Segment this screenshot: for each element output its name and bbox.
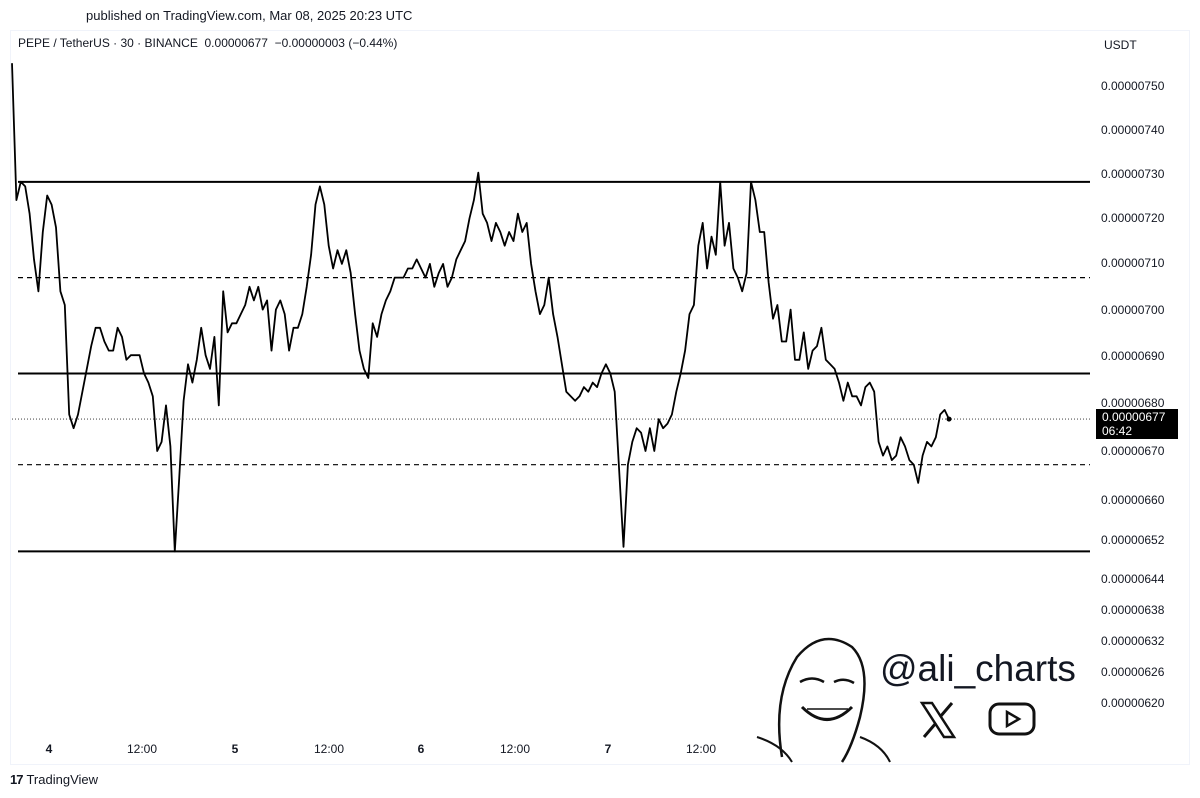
youtube-icon: [988, 702, 1036, 736]
published-caption: published on TradingView.com, Mar 08, 20…: [86, 8, 413, 23]
y-tick-label: 0.00000750: [1101, 79, 1165, 93]
y-tick-label: 0.00000626: [1101, 665, 1165, 679]
x-tick-label: 4: [45, 742, 53, 756]
y-tick-label: 0.00000632: [1101, 634, 1165, 648]
x-tick-label: 12:00: [685, 742, 717, 756]
y-tick-label: 0.00000680: [1101, 396, 1165, 410]
y-tick-label: 0.00000644: [1101, 572, 1165, 586]
y-tick-label: 0.00000620: [1101, 696, 1165, 710]
x-tick-label: 12:00: [499, 742, 531, 756]
y-tick-label: 0.00000700: [1101, 303, 1165, 317]
x-tick-label: 12:00: [313, 742, 345, 756]
tradingview-brand[interactable]: 17 TradingView: [10, 772, 98, 787]
author-handle: @ali_charts: [880, 648, 1076, 689]
chart-frame: [10, 30, 1190, 765]
y-tick-label: 0.00000652: [1101, 533, 1165, 547]
y-tick-label: 0.00000730: [1101, 167, 1165, 181]
last-price-dot: [946, 416, 952, 422]
y-tick-label: 0.00000710: [1101, 256, 1165, 270]
x-tick-label: 5: [231, 742, 239, 756]
y-tick-label: 0.00000670: [1101, 444, 1165, 458]
cartoon-face-logo: [756, 637, 891, 763]
y-tick-label: 0.00000660: [1101, 493, 1165, 507]
x-tick-label: 6: [417, 742, 425, 756]
y-tick-label: 0.00000740: [1101, 123, 1165, 137]
tradingview-logo-icon: 17: [10, 772, 24, 787]
y-tick-label: 0.00000690: [1101, 349, 1165, 363]
last-price-value: 0.00000677: [1102, 410, 1166, 424]
last-price-tag: 0.00000677 06:42: [1096, 409, 1178, 439]
y-tick-label: 0.00000720: [1101, 211, 1165, 225]
currency-label[interactable]: USDT: [1104, 38, 1137, 52]
x-tick-label: 12:00: [126, 742, 158, 756]
symbol-legend[interactable]: PEPE / TetherUS · 30 · BINANCE 0.0000067…: [18, 36, 398, 50]
x-logo-icon: [919, 701, 957, 739]
tradingview-label: TradingView: [26, 772, 99, 787]
y-tick-label: 0.00000638: [1101, 603, 1165, 617]
x-tick-label: 7: [604, 742, 612, 756]
price-series-line[interactable]: [11, 63, 950, 553]
bar-countdown: 06:42: [1102, 424, 1133, 438]
